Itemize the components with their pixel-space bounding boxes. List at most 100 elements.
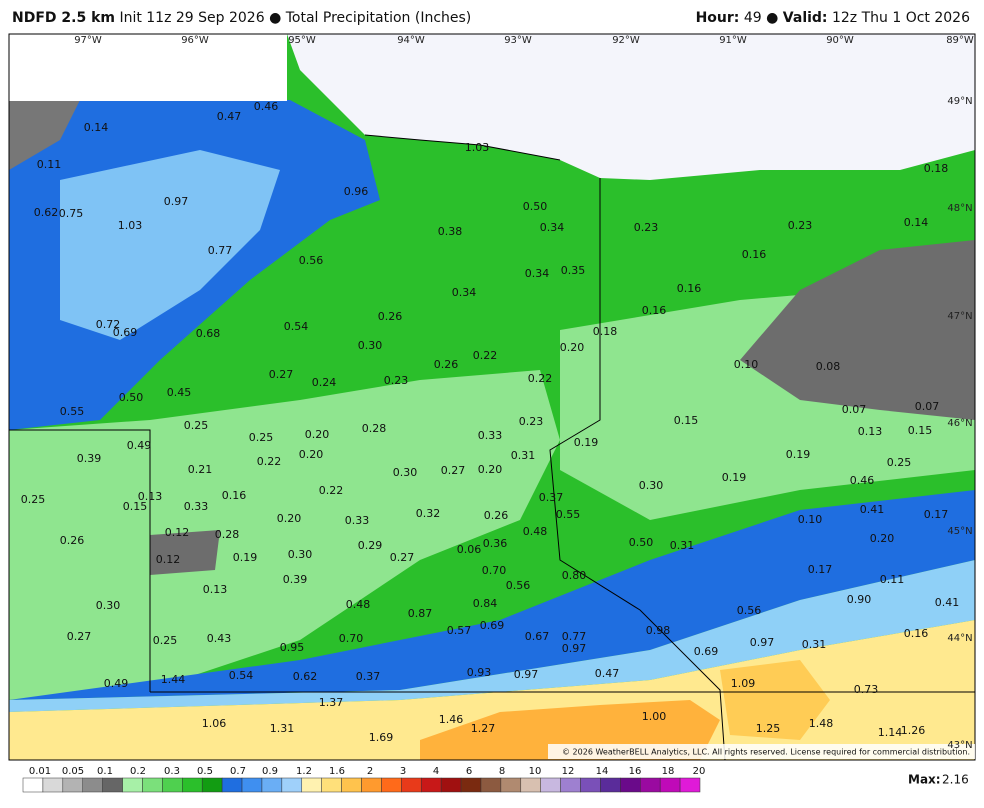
point-value: 0.17 <box>924 508 949 521</box>
colorbar-swatch <box>301 777 322 793</box>
latitude-label: 48°N <box>947 203 972 214</box>
point-value: 0.22 <box>257 455 282 468</box>
point-value: 0.34 <box>540 221 565 234</box>
point-value: 0.48 <box>523 525 548 538</box>
field-light-blue <box>9 560 975 712</box>
field-gray <box>9 100 80 170</box>
colorbar-swatch <box>420 777 442 793</box>
longitude-label: 93°W <box>504 35 532 46</box>
colorbar-tick-label: 0.3 <box>164 766 180 777</box>
point-value: 0.23 <box>519 415 544 428</box>
point-value: 0.37 <box>539 491 564 504</box>
point-value: 0.28 <box>362 422 387 435</box>
latitude-label: 46°N <box>947 418 972 429</box>
point-value: 0.14 <box>84 121 109 134</box>
colorbar-swatch <box>659 777 681 793</box>
point-value: 1.03 <box>465 141 490 154</box>
point-value: 0.69 <box>694 645 719 658</box>
point-value: 0.48 <box>346 598 371 611</box>
colorbar-swatch <box>500 777 522 793</box>
colorbar-swatch <box>460 777 482 793</box>
point-value: 0.13 <box>858 425 883 438</box>
field-gray <box>740 240 975 420</box>
point-value: 0.97 <box>562 642 587 655</box>
colorbar-tick-label: 0.01 <box>29 766 51 777</box>
hour-label: Hour: <box>695 10 740 26</box>
point-value: 0.56 <box>506 579 531 592</box>
field-light-blue <box>60 150 280 340</box>
point-value: 0.22 <box>473 349 498 362</box>
longitude-label: 96°W <box>181 35 209 46</box>
latitude-label: 49°N <box>947 96 972 107</box>
point-value: 0.31 <box>511 449 536 462</box>
point-value: 1.06 <box>202 717 227 730</box>
point-value: 0.72 <box>96 318 121 331</box>
header-left: NDFD 2.5 km Init 11z 29 Sep 2026 ● Total… <box>12 10 471 26</box>
point-value: 1.44 <box>161 673 186 686</box>
point-value: 0.87 <box>408 607 433 620</box>
point-value: 0.30 <box>288 548 313 561</box>
point-value: 0.28 <box>215 528 240 541</box>
point-value: 0.39 <box>283 573 308 586</box>
colorbar: 0.01 0.05 0.1 0.2 0.3 0.5 0.7 0.9 1.2 1.6 2 3 4 6 8 10 1… <box>22 766 706 793</box>
point-value: 0.16 <box>222 489 247 502</box>
point-value: 0.26 <box>434 358 459 371</box>
point-value: 1.00 <box>642 710 667 723</box>
point-value: 0.31 <box>802 638 827 651</box>
colorbar-tick-label: 0.1 <box>97 766 113 777</box>
point-value: 0.84 <box>473 597 498 610</box>
point-value: 0.25 <box>249 431 274 444</box>
longitude-label: 89°W <box>946 35 974 46</box>
point-value: 0.75 <box>59 207 84 220</box>
point-value: 0.45 <box>167 386 192 399</box>
point-value: 0.50 <box>119 391 144 404</box>
point-value: 0.49 <box>104 677 129 690</box>
point-value: 0.93 <box>467 666 492 679</box>
point-value: 1.09 <box>731 677 756 690</box>
point-value: 0.57 <box>447 624 472 637</box>
colorbar-swatch <box>620 777 641 793</box>
colorbar-swatch <box>560 777 581 793</box>
point-value: 0.15 <box>674 414 699 427</box>
point-value: 0.19 <box>233 551 258 564</box>
point-value: 0.20 <box>870 532 895 545</box>
point-value: 0.20 <box>299 448 324 461</box>
point-value: 0.12 <box>156 553 181 566</box>
colorbar-swatch <box>580 777 601 793</box>
point-value: 0.27 <box>390 551 415 564</box>
colorbar-tick-label: 1.6 <box>329 766 345 777</box>
colorbar-swatch <box>122 777 143 793</box>
point-value: 0.24 <box>312 376 337 389</box>
colorbar-tick-label: 8 <box>499 766 505 777</box>
header-right: Hour: 49 ● Valid: 12z Thu 1 Oct 2026 <box>696 10 970 26</box>
hour: 49 <box>743 10 762 26</box>
point-value: 0.21 <box>188 463 213 476</box>
max-label: Max: <box>908 773 941 787</box>
field-blue <box>9 490 975 700</box>
point-value: 0.22 <box>319 484 344 497</box>
point-value: 0.18 <box>924 162 949 175</box>
colorbar-swatch <box>640 777 661 793</box>
colorbar-swatch <box>42 777 64 793</box>
point-value: 0.97 <box>750 636 775 649</box>
point-value: 0.26 <box>60 534 85 547</box>
valid-label: Valid: <box>782 10 828 26</box>
point-value: 0.68 <box>196 327 221 340</box>
point-value: 0.16 <box>677 282 702 295</box>
longitude-label: 90°W <box>826 35 854 46</box>
colorbar-tick-label: 20 <box>693 766 706 777</box>
colorbar-tick-label: 2 <box>367 766 373 777</box>
point-value: 0.67 <box>525 630 550 643</box>
point-value: 0.23 <box>788 219 813 232</box>
copyright: © 2026 WeatherBELL Analytics, LLC. All r… <box>562 748 970 757</box>
point-value: 0.43 <box>207 632 232 645</box>
state-borders <box>9 134 975 761</box>
colorbar-swatch <box>401 777 422 793</box>
colorbar-swatch <box>82 777 103 793</box>
field-gray <box>150 530 220 575</box>
point-value: 0.62 <box>34 206 59 219</box>
colorbar-tick-label: 0.5 <box>197 766 213 777</box>
point-value: 0.20 <box>478 463 503 476</box>
point-value: 0.54 <box>229 669 254 682</box>
latitude-label: 45°N <box>947 526 972 537</box>
